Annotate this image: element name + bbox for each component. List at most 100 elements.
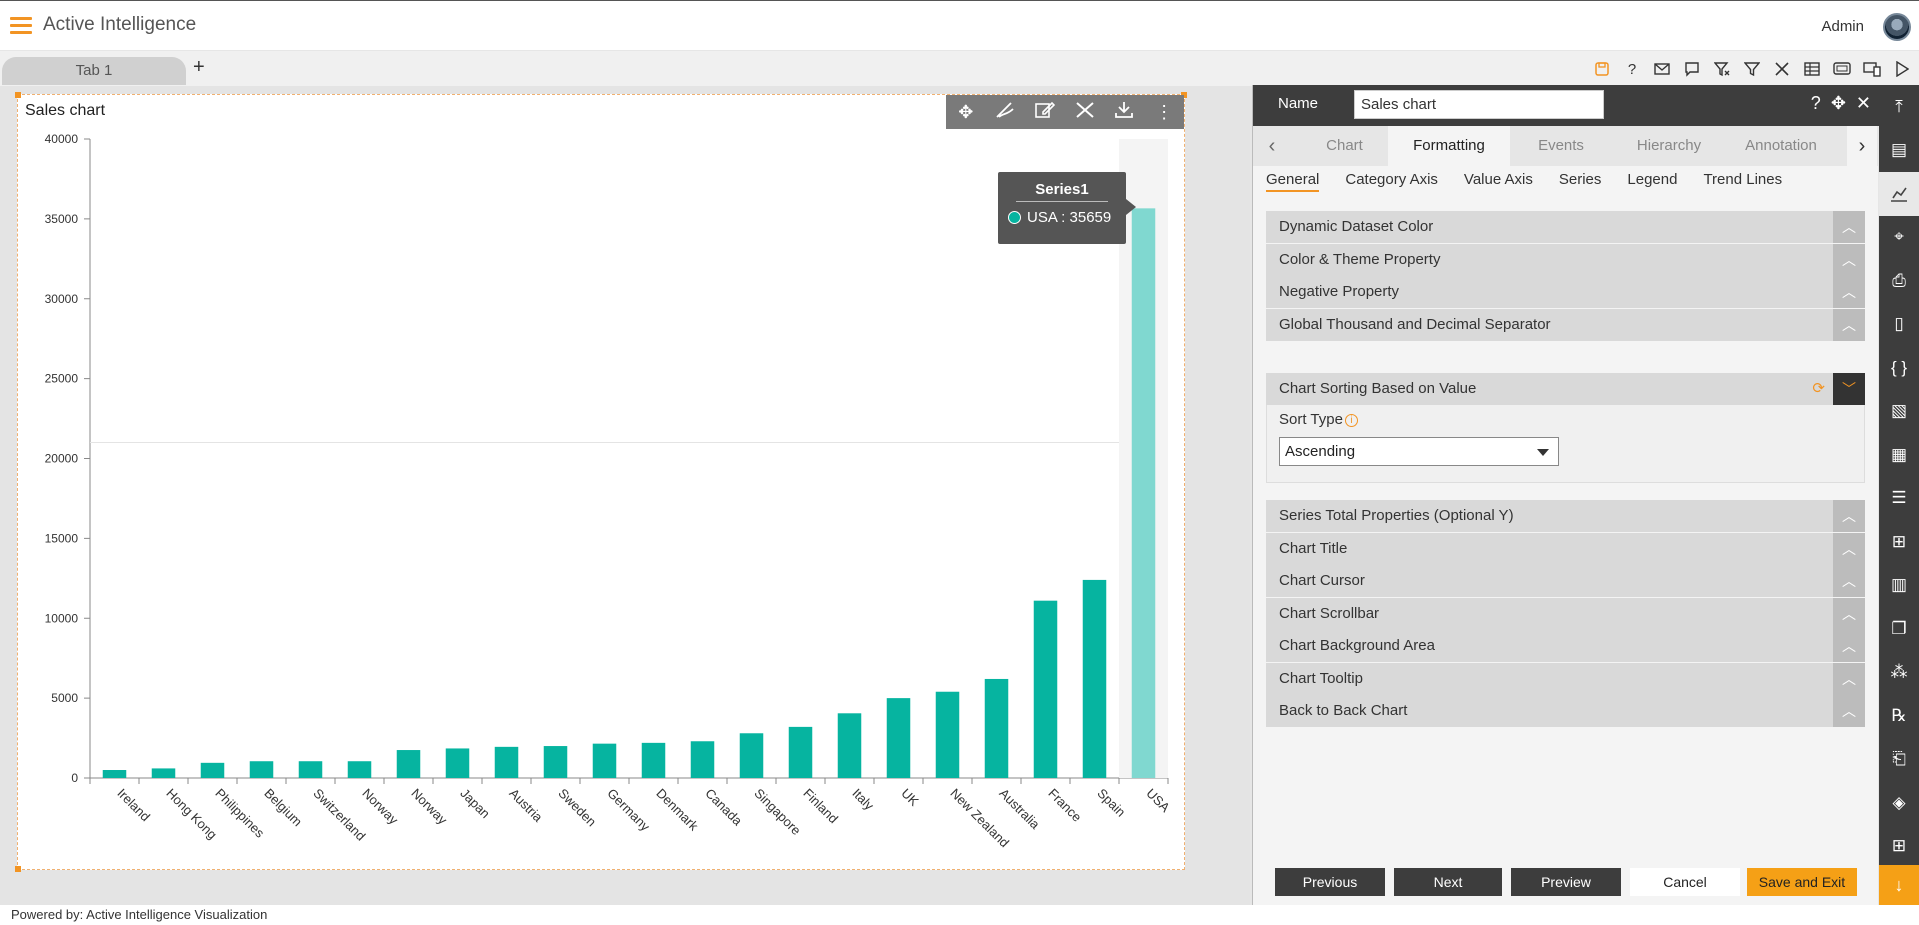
- chevron-up-icon[interactable]: ︿: [1833, 244, 1865, 276]
- layers-icon[interactable]: ◈: [1892, 792, 1906, 812]
- list-icon[interactable]: ▤: [1890, 140, 1908, 160]
- map-icon[interactable]: ⌖: [1894, 227, 1904, 247]
- chevron-up-icon[interactable]: ︿: [1833, 533, 1865, 565]
- sort-type-text: Sort Type: [1279, 411, 1343, 428]
- section-chart-background[interactable]: Chart Background Area ︿: [1266, 630, 1865, 662]
- screen-icon[interactable]: [1831, 58, 1853, 80]
- name-field[interactable]: Sales chart: [1354, 90, 1604, 119]
- document-icon[interactable]: ▯: [1894, 314, 1904, 334]
- mail-icon[interactable]: [1651, 58, 1673, 80]
- tooltip-value: USA : 35659: [1027, 209, 1112, 226]
- chart-icon[interactable]: [1879, 172, 1919, 216]
- subtab-series[interactable]: Series: [1558, 171, 1602, 188]
- hierarchy-icon[interactable]: ⊞: [1891, 531, 1907, 551]
- cancel-button[interactable]: Cancel: [1630, 868, 1740, 896]
- settings-tools-icon[interactable]: [1071, 101, 1099, 124]
- save-icon[interactable]: [1591, 58, 1613, 80]
- section-chart-title[interactable]: Chart Title ︿: [1266, 533, 1865, 565]
- chevron-up-icon[interactable]: ︿: [1833, 598, 1865, 630]
- chevron-left-icon[interactable]: ‹: [1268, 135, 1276, 157]
- subtab-category-axis[interactable]: Category Axis: [1345, 171, 1438, 188]
- more-icon[interactable]: ⋮: [1155, 101, 1174, 122]
- close-icon[interactable]: ✕: [1855, 93, 1871, 113]
- section-label: Chart Cursor: [1279, 572, 1365, 589]
- cluster-icon[interactable]: ⁂: [1890, 662, 1908, 682]
- next-button[interactable]: Next: [1394, 868, 1502, 896]
- chevron-up-icon[interactable]: ︿: [1833, 630, 1865, 662]
- draw-icon[interactable]: [991, 101, 1019, 124]
- resize-handle[interactable]: [1181, 92, 1187, 98]
- section-thousand-separator[interactable]: Global Thousand and Decimal Separator ︿: [1266, 309, 1865, 341]
- section-color-theme[interactable]: Color & Theme Property ︿: [1266, 244, 1865, 276]
- chevron-up-icon[interactable]: ︿: [1833, 565, 1865, 597]
- tab-annotation[interactable]: Annotation: [1745, 137, 1817, 154]
- bar: [200, 762, 225, 778]
- download-icon[interactable]: [1110, 101, 1138, 124]
- chevron-up-icon[interactable]: ︿: [1833, 309, 1865, 341]
- section-series-total[interactable]: Series Total Properties (Optional Y) ︿: [1266, 500, 1865, 532]
- tab-hierarchy[interactable]: Hierarchy: [1636, 137, 1702, 154]
- chevron-up-icon[interactable]: ︿: [1833, 211, 1865, 243]
- sort-type-select[interactable]: Ascending: [1279, 437, 1559, 466]
- note-icon[interactable]: ⎗: [1892, 749, 1906, 769]
- copy-icon[interactable]: ❐: [1891, 618, 1907, 638]
- text-doc-icon[interactable]: ☰: [1891, 488, 1907, 508]
- info-icon[interactable]: i: [1344, 413, 1358, 427]
- section-chart-scrollbar[interactable]: Chart Scrollbar ︿: [1266, 598, 1865, 630]
- code-icon[interactable]: { }: [1890, 357, 1908, 377]
- section-chart-cursor[interactable]: Chart Cursor ︿: [1266, 565, 1865, 597]
- collapse-top-icon[interactable]: ⤒: [1895, 96, 1903, 116]
- move-icon[interactable]: ✥: [1830, 93, 1846, 113]
- bar-chart-icon[interactable]: ▥: [1890, 575, 1908, 595]
- play-icon[interactable]: [1891, 58, 1913, 80]
- help-icon[interactable]: ?: [1810, 93, 1821, 113]
- x-tick-label: Canada: [702, 786, 745, 829]
- chevron-up-icon[interactable]: ︿: [1833, 663, 1865, 695]
- chart-widget[interactable]: Sales chart ✥ ⋮ 0 5000 10000 15000 20000 2500…: [15, 92, 1187, 872]
- chevron-down-icon[interactable]: ﹀: [1833, 373, 1865, 405]
- preview-button[interactable]: Preview: [1511, 868, 1621, 896]
- subtab-legend[interactable]: Legend: [1627, 171, 1678, 188]
- filter-icon[interactable]: [1741, 58, 1763, 80]
- formula-icon[interactable]: ℞: [1891, 705, 1907, 725]
- tab-events[interactable]: Events: [1538, 137, 1584, 154]
- hamburger-menu-icon[interactable]: [10, 17, 32, 34]
- image-icon[interactable]: ▧: [1890, 401, 1908, 421]
- scroll-down-icon[interactable]: ↓: [1879, 865, 1919, 905]
- comment-icon[interactable]: [1681, 58, 1703, 80]
- section-dynamic-dataset-color[interactable]: Dynamic Dataset Color ︿: [1266, 211, 1865, 243]
- report-icon[interactable]: ⎙: [1892, 270, 1906, 290]
- tools-icon[interactable]: [1771, 58, 1793, 80]
- section-back-to-back[interactable]: Back to Back Chart ︿: [1266, 695, 1865, 727]
- grid-add-icon[interactable]: ⊞: [1891, 836, 1907, 856]
- chevron-right-icon[interactable]: ›: [1847, 126, 1877, 166]
- tab-formatting[interactable]: Formatting: [1388, 126, 1510, 166]
- subtab-general[interactable]: General: [1266, 171, 1320, 192]
- chevron-up-icon[interactable]: ︿: [1833, 695, 1865, 727]
- help-icon[interactable]: ?: [1627, 60, 1637, 78]
- section-negative-property[interactable]: Negative Property ︿: [1266, 276, 1865, 308]
- tab-chart[interactable]: Chart: [1326, 137, 1363, 154]
- table-icon[interactable]: [1801, 58, 1823, 80]
- resize-handle[interactable]: [15, 92, 21, 98]
- user-name[interactable]: Admin: [1821, 18, 1864, 35]
- refresh-icon[interactable]: ⟳: [1812, 380, 1825, 397]
- save-and-exit-button[interactable]: Save and Exit: [1747, 868, 1857, 896]
- section-chart-sorting[interactable]: Chart Sorting Based on Value ⟳ ﹀: [1266, 373, 1865, 405]
- subtab-trend-lines[interactable]: Trend Lines: [1703, 171, 1783, 188]
- top-bar: Active Intelligence Admin: [0, 0, 1919, 50]
- subtab-value-axis[interactable]: Value Axis: [1463, 171, 1533, 188]
- devices-icon[interactable]: [1861, 58, 1883, 80]
- chevron-up-icon[interactable]: ︿: [1833, 500, 1865, 532]
- tab-1[interactable]: Tab 1: [2, 57, 186, 85]
- add-tab-icon[interactable]: +: [193, 56, 205, 78]
- section-chart-tooltip[interactable]: Chart Tooltip ︿: [1266, 663, 1865, 695]
- previous-button[interactable]: Previous: [1275, 868, 1385, 896]
- edit-icon[interactable]: [1031, 101, 1059, 124]
- avatar[interactable]: [1883, 13, 1911, 41]
- chevron-up-icon[interactable]: ︿: [1833, 276, 1865, 308]
- move-icon[interactable]: ✥: [958, 101, 974, 122]
- clear-filter-icon[interactable]: [1711, 58, 1733, 80]
- resize-handle[interactable]: [15, 866, 21, 872]
- table-icon[interactable]: ▦: [1890, 444, 1908, 464]
